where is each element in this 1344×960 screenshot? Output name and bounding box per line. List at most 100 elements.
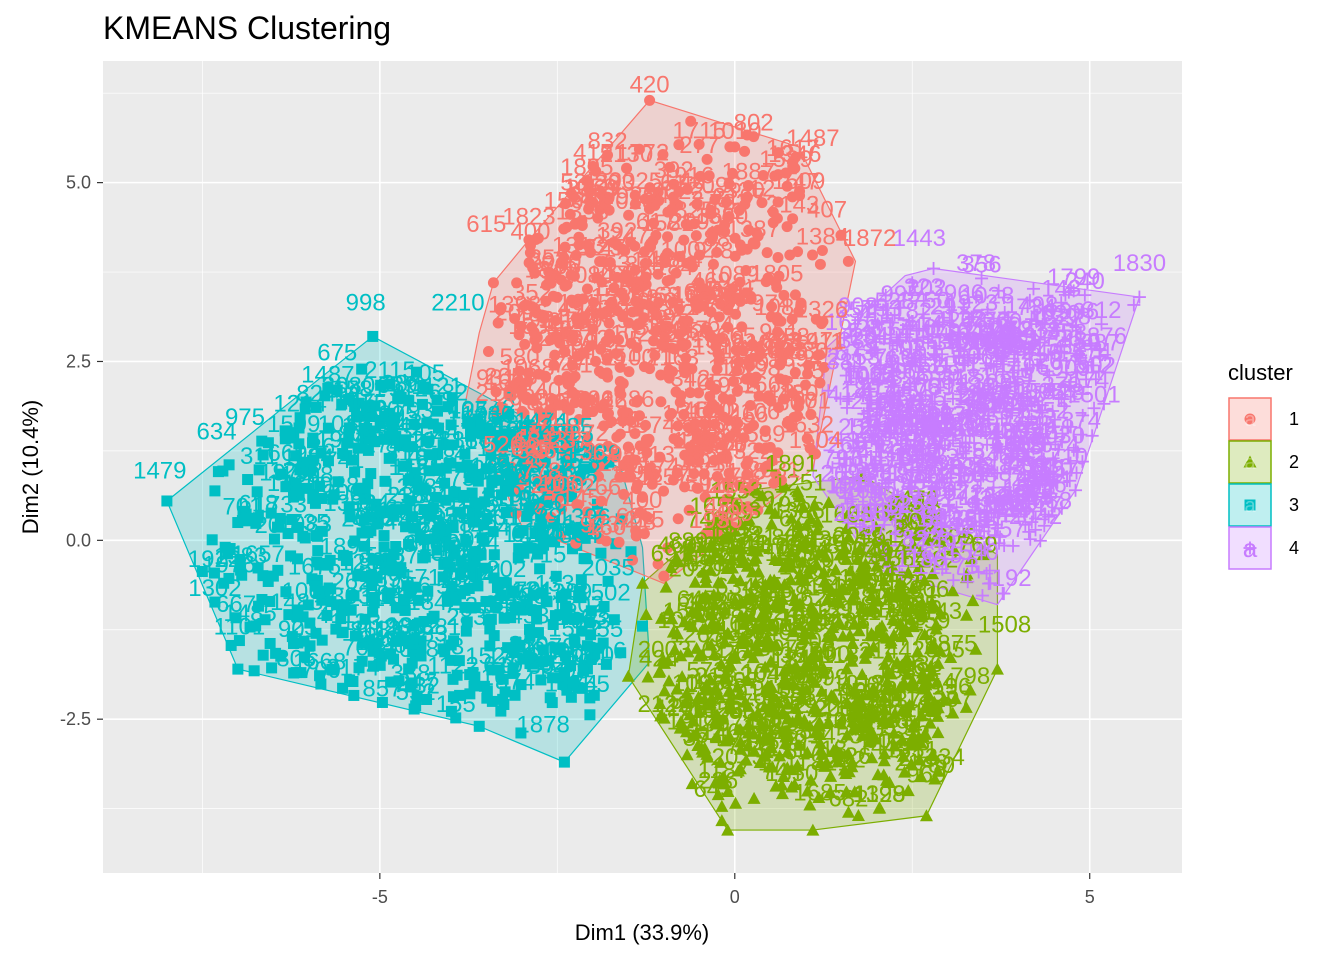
cluster-2-cloud-point <box>827 595 841 608</box>
cluster-2-cloud-point <box>733 762 747 775</box>
cluster-3-cloud-point <box>336 398 348 410</box>
cluster-3-cloud-point <box>448 588 460 600</box>
cluster-3-cloud-point <box>489 601 501 613</box>
cluster-4-cloud-point <box>1007 484 1021 498</box>
cluster-3-cloud-point <box>363 425 375 437</box>
cluster-4-cloud-point <box>917 548 931 562</box>
cluster-3-cloud-point <box>437 571 449 583</box>
cluster-2-cloud-label: 1046 <box>741 659 794 686</box>
cluster-3-cloud-point <box>280 586 292 598</box>
cluster-3-cloud-point <box>315 447 327 459</box>
cluster-2-cloud-point <box>845 592 859 605</box>
cluster-3-point <box>573 592 585 604</box>
cluster-2-cloud-point <box>904 757 918 770</box>
cluster-3-cloud-point <box>264 595 276 607</box>
cluster-2-cloud-point <box>928 772 942 785</box>
cluster-4-cloud-point <box>974 425 988 439</box>
cluster-2-cloud-point <box>785 780 799 793</box>
cluster-2-cloud-point <box>908 716 922 729</box>
cluster-3-cloud-point <box>396 631 408 643</box>
cluster-4-cloud-point <box>915 504 929 518</box>
cluster-3-cloud-point <box>286 513 298 525</box>
cluster-3-cloud-label: 1113 <box>351 616 401 643</box>
cluster-3-cloud-point <box>293 438 305 450</box>
cluster-3-cloud-label: 1818 <box>402 444 455 471</box>
cluster-3-cloud-point <box>480 595 492 607</box>
cluster-3-cloud-point <box>236 515 248 527</box>
cluster-2-cloud-point <box>917 573 931 586</box>
cluster-2-cloud-point <box>747 791 761 804</box>
cluster-2-cloud-point <box>855 668 869 681</box>
cluster-2-cloud-point <box>784 573 798 586</box>
cluster-2-cloud-point <box>747 727 761 740</box>
cluster-2-cloud-point <box>931 726 945 739</box>
cluster-4-cloud-point <box>951 325 965 339</box>
cluster-4-cloud-point <box>849 458 863 472</box>
cluster-2-cloud-point <box>681 645 695 658</box>
cluster-2-cloud-point <box>933 644 947 657</box>
cluster-2-cloud-point <box>844 647 858 660</box>
cluster-3-cloud-point <box>294 412 306 424</box>
cluster-3-cloud-point <box>418 615 430 627</box>
cluster-2-cloud-point <box>745 589 759 602</box>
cluster-3-cloud-point <box>450 594 462 606</box>
cluster-4-cloud-point <box>954 536 968 550</box>
cluster-3-cloud-point <box>314 670 326 682</box>
cluster-2-cloud-point <box>755 489 769 502</box>
cluster-3-cloud-point <box>347 675 359 687</box>
cluster-1-cloud-label: 1805 <box>750 260 803 287</box>
cluster-3-cloud-label: 1616 <box>351 497 404 524</box>
cluster-3-cloud-point <box>472 413 484 425</box>
cluster-3-cloud-point <box>536 656 548 668</box>
cluster-3-cloud-point <box>387 565 399 577</box>
cluster-2-cloud-point <box>944 650 958 663</box>
cluster-3-cloud-point <box>337 448 349 460</box>
cluster-2-cloud-point <box>782 553 796 566</box>
cluster-3-cloud-point <box>442 556 454 568</box>
cluster-2-cloud-point <box>846 636 860 649</box>
cluster-3-cloud-point <box>484 640 496 652</box>
cluster-2-cloud-point <box>938 693 952 706</box>
cluster-3-cloud-point <box>353 662 365 674</box>
cluster-3-cloud-point <box>577 665 589 677</box>
cluster-3-cloud-point <box>418 504 430 516</box>
cluster-2-cloud-point <box>656 652 670 665</box>
cluster-2-point <box>884 633 898 646</box>
cluster-2-cloud-point <box>741 739 755 752</box>
cluster-1-cloud-label: 1068 <box>501 354 554 381</box>
cluster-3-cloud-point <box>356 655 368 667</box>
cluster-3-cloud-point <box>393 440 405 452</box>
cluster-3-cloud-point <box>360 525 372 537</box>
cluster-3-cloud-point <box>543 655 555 667</box>
cluster-4-cloud-point <box>887 364 901 378</box>
cluster-3-cloud-point <box>355 410 367 422</box>
cluster-2-point <box>763 619 777 632</box>
cluster-2-cloud-point <box>839 766 853 779</box>
cluster-3-cloud-point <box>585 629 597 641</box>
cluster-2-cloud-point <box>847 699 861 712</box>
cluster-3-cloud-point <box>488 549 500 561</box>
cluster-3-cloud-point <box>579 532 591 544</box>
cluster-2-cloud-point <box>813 736 827 749</box>
cluster-4-cloud-label: 860 <box>921 503 961 530</box>
cluster-2-point <box>990 662 1004 675</box>
cluster-3-cloud-point <box>561 603 573 615</box>
cluster-3-cloud-point <box>392 504 404 516</box>
cluster-3-cloud-point <box>595 547 607 559</box>
cluster-2-cloud-point <box>796 500 810 513</box>
cluster-3-cloud-point <box>370 498 382 510</box>
cluster-4-cloud-point <box>1036 317 1050 331</box>
cluster-3-cloud-point <box>285 550 297 562</box>
cluster-3-cloud-point <box>517 525 529 537</box>
cluster-3-cloud-point <box>402 580 414 592</box>
cluster-2-cloud-point <box>792 738 806 751</box>
cluster-3-cloud-point <box>385 648 397 660</box>
cluster-3-cloud-point <box>481 692 493 704</box>
cluster-2-cloud-point <box>665 612 679 625</box>
cluster-2-cloud-point <box>918 628 932 641</box>
cluster-3-cloud-point <box>382 587 394 599</box>
cluster-4-cloud-point <box>859 448 873 462</box>
cluster-3-cloud-point <box>464 669 476 681</box>
cluster-3-cloud-point <box>555 591 567 603</box>
cluster-3-cloud-point <box>266 662 278 674</box>
